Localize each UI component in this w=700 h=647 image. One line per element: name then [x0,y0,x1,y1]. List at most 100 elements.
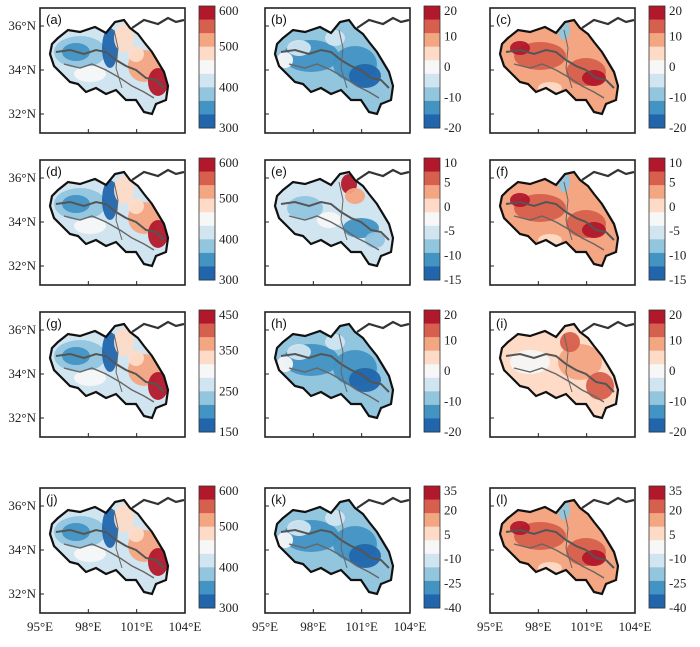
colorbar-tick-label: 250 [219,383,239,398]
lat-tick-label: 36°N [8,498,36,513]
colorbar: 20 10 0 -10 -20 [648,307,686,439]
colorbar-tick-label: 600 [219,483,239,498]
panel-label: (e) [271,164,287,179]
basin-outline [273,170,395,268]
colorbar-frame [198,309,216,433]
field-contour [128,198,144,214]
river-tail [131,16,185,29]
colorbar-bin [424,499,440,514]
lon-tick-label: 101°E [120,619,153,634]
sub-boundary [338,509,348,569]
river-line [505,48,615,89]
field-contour [343,218,379,238]
river-line [280,48,390,89]
river-line [63,543,155,579]
river-line [55,48,165,89]
colorbar-bin [424,377,440,392]
lon-tick-label: 98°E [525,619,551,634]
map-panel-j: (j) 36°N 34°N 32°N 95°E 98°E 101°E 104°E 600 500 4… [8,483,238,634]
panel-label: (d) [46,164,62,179]
panel-label: (f) [496,164,508,179]
colorbar-bin [199,350,215,365]
lat-tick-label: 34°N [8,542,36,557]
colorbar-frame [648,157,666,281]
colorbar-tick-label: 500 [219,191,239,206]
map-panel-h: (h) 20 10 0 -10 -20 [264,307,461,439]
colorbar-bin [649,377,665,392]
colorbar-tick-label: 10 [669,333,682,348]
sub-boundary [338,29,348,89]
river-line [513,543,605,579]
river-tail [581,320,635,333]
colorbar-tick-label: 300 [219,120,239,135]
colorbar-tick-label: 0 [444,363,451,378]
colorbar-tick-label: -10 [669,248,686,263]
colorbar-frame [198,485,216,609]
colorbar-bin [199,87,215,102]
colorbar-bin [199,513,215,528]
colorbar-tick-label: 0 [669,199,676,214]
lat-tick-label: 32°N [8,586,36,601]
colorbar-tick-label: 400 [219,559,239,574]
colorbar-tick-label: 10 [444,333,457,348]
colorbar-bin [424,553,440,568]
field-contour [74,370,106,386]
sub-boundary [113,509,123,569]
colorbar-tick-label: -5 [444,223,455,238]
map-panel-l: (l) 95°E 98°E 101°E 104°E 35 20 5 -10 -25 -40 [477,483,686,634]
colorbar-bin [424,337,440,352]
river-line [55,352,165,393]
colorbar-tick-label: 5 [444,174,451,189]
colorbar-bin [199,337,215,352]
colorbar-bin [649,114,665,129]
colorbar-bin [649,404,665,419]
sub-boundary [563,509,573,569]
colorbar-bin [649,33,665,48]
colorbar-frame [648,309,666,433]
colorbar-bin [649,540,665,555]
colorbar-bin [424,310,440,325]
colorbar-bin [649,60,665,75]
colorbar-tick-label: -10 [444,551,461,566]
colorbar-bin [649,310,665,325]
colorbar-tick-label: -10 [444,248,461,263]
colorbar-tick-label: -25 [669,576,686,591]
field-contour [128,350,144,366]
colorbar-tick-label: 0 [669,363,676,378]
river-line [280,200,390,241]
colorbar-tick-label: 400 [219,231,239,246]
colorbar-bin [649,486,665,501]
colorbar: 600 500 400 300 [198,483,239,615]
colorbar-tick-label: 150 [219,424,239,439]
field-contour [560,332,580,352]
colorbar-tick-label: -10 [669,90,686,105]
panel-label: (h) [271,316,287,331]
basin-outline [498,170,620,268]
colorbar-tick-label: 5 [669,527,676,542]
colorbar-bin [199,239,215,254]
colorbar: 10 5 0 -5 -10 -15 [423,155,461,287]
colorbar-bin [649,553,665,568]
colorbar-bin [199,418,215,433]
colorbar-tick-label: 10 [669,29,682,44]
colorbar-tick-label: -20 [444,120,461,135]
colorbar-bin [424,198,440,213]
sub-boundary [113,333,123,393]
colorbar-bin [424,350,440,365]
colorbar-bin [424,46,440,61]
river-tail [581,16,635,29]
colorbar-bin [199,567,215,582]
river-line [288,215,380,251]
colorbar-bin [649,225,665,240]
colorbar-tick-label: 10 [444,155,457,170]
colorbar-bin [199,171,215,186]
colorbar-bin [649,239,665,254]
colorbar-bin [649,19,665,34]
colorbar-bin [199,6,215,21]
colorbar-tick-label: -10 [444,90,461,105]
colorbar-bin [424,486,440,501]
lat-tick-label: 36°N [8,322,36,337]
colorbar-bin [649,100,665,115]
colorbar-bin [199,404,215,419]
